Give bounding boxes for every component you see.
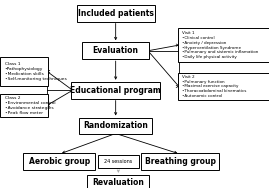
Text: Evaluation: Evaluation [93, 46, 139, 55]
Text: Revaluation: Revaluation [93, 178, 144, 187]
FancyBboxPatch shape [77, 5, 155, 22]
FancyBboxPatch shape [178, 73, 269, 100]
Text: 24 sessions: 24 sessions [104, 159, 133, 164]
Text: Randomization: Randomization [83, 121, 148, 130]
FancyBboxPatch shape [98, 155, 139, 168]
Text: Breathing group: Breathing group [145, 157, 216, 166]
FancyBboxPatch shape [82, 42, 149, 59]
FancyBboxPatch shape [87, 175, 149, 188]
Text: Included patients: Included patients [78, 9, 154, 18]
Text: Visit 1
•Clinical control
•Anxiety / depression
•Hyperventilation Syndrome
•Pulm: Visit 1 •Clinical control •Anxiety / dep… [182, 31, 259, 59]
FancyBboxPatch shape [141, 153, 219, 170]
Text: Class 2
•Environmental control
•Avoidance strategies
•Peak flow meter: Class 2 •Environmental control •Avoidanc… [5, 96, 55, 115]
FancyBboxPatch shape [23, 153, 95, 170]
Text: Visit 2
•Pulmonary function
•Maximal exercise capacity
•Thoracoabdominal kinemat: Visit 2 •Pulmonary function •Maximal exe… [182, 75, 246, 98]
Text: Educational program: Educational program [70, 86, 161, 95]
FancyBboxPatch shape [71, 82, 160, 99]
Text: Aerobic group: Aerobic group [29, 157, 90, 166]
Text: Class 1
•Pathophysiology
•Medication skills
•Self-monitoring techniques: Class 1 •Pathophysiology •Medication ski… [5, 62, 66, 81]
FancyBboxPatch shape [0, 57, 48, 86]
FancyBboxPatch shape [178, 28, 269, 62]
FancyBboxPatch shape [0, 94, 48, 117]
FancyBboxPatch shape [79, 118, 152, 134]
